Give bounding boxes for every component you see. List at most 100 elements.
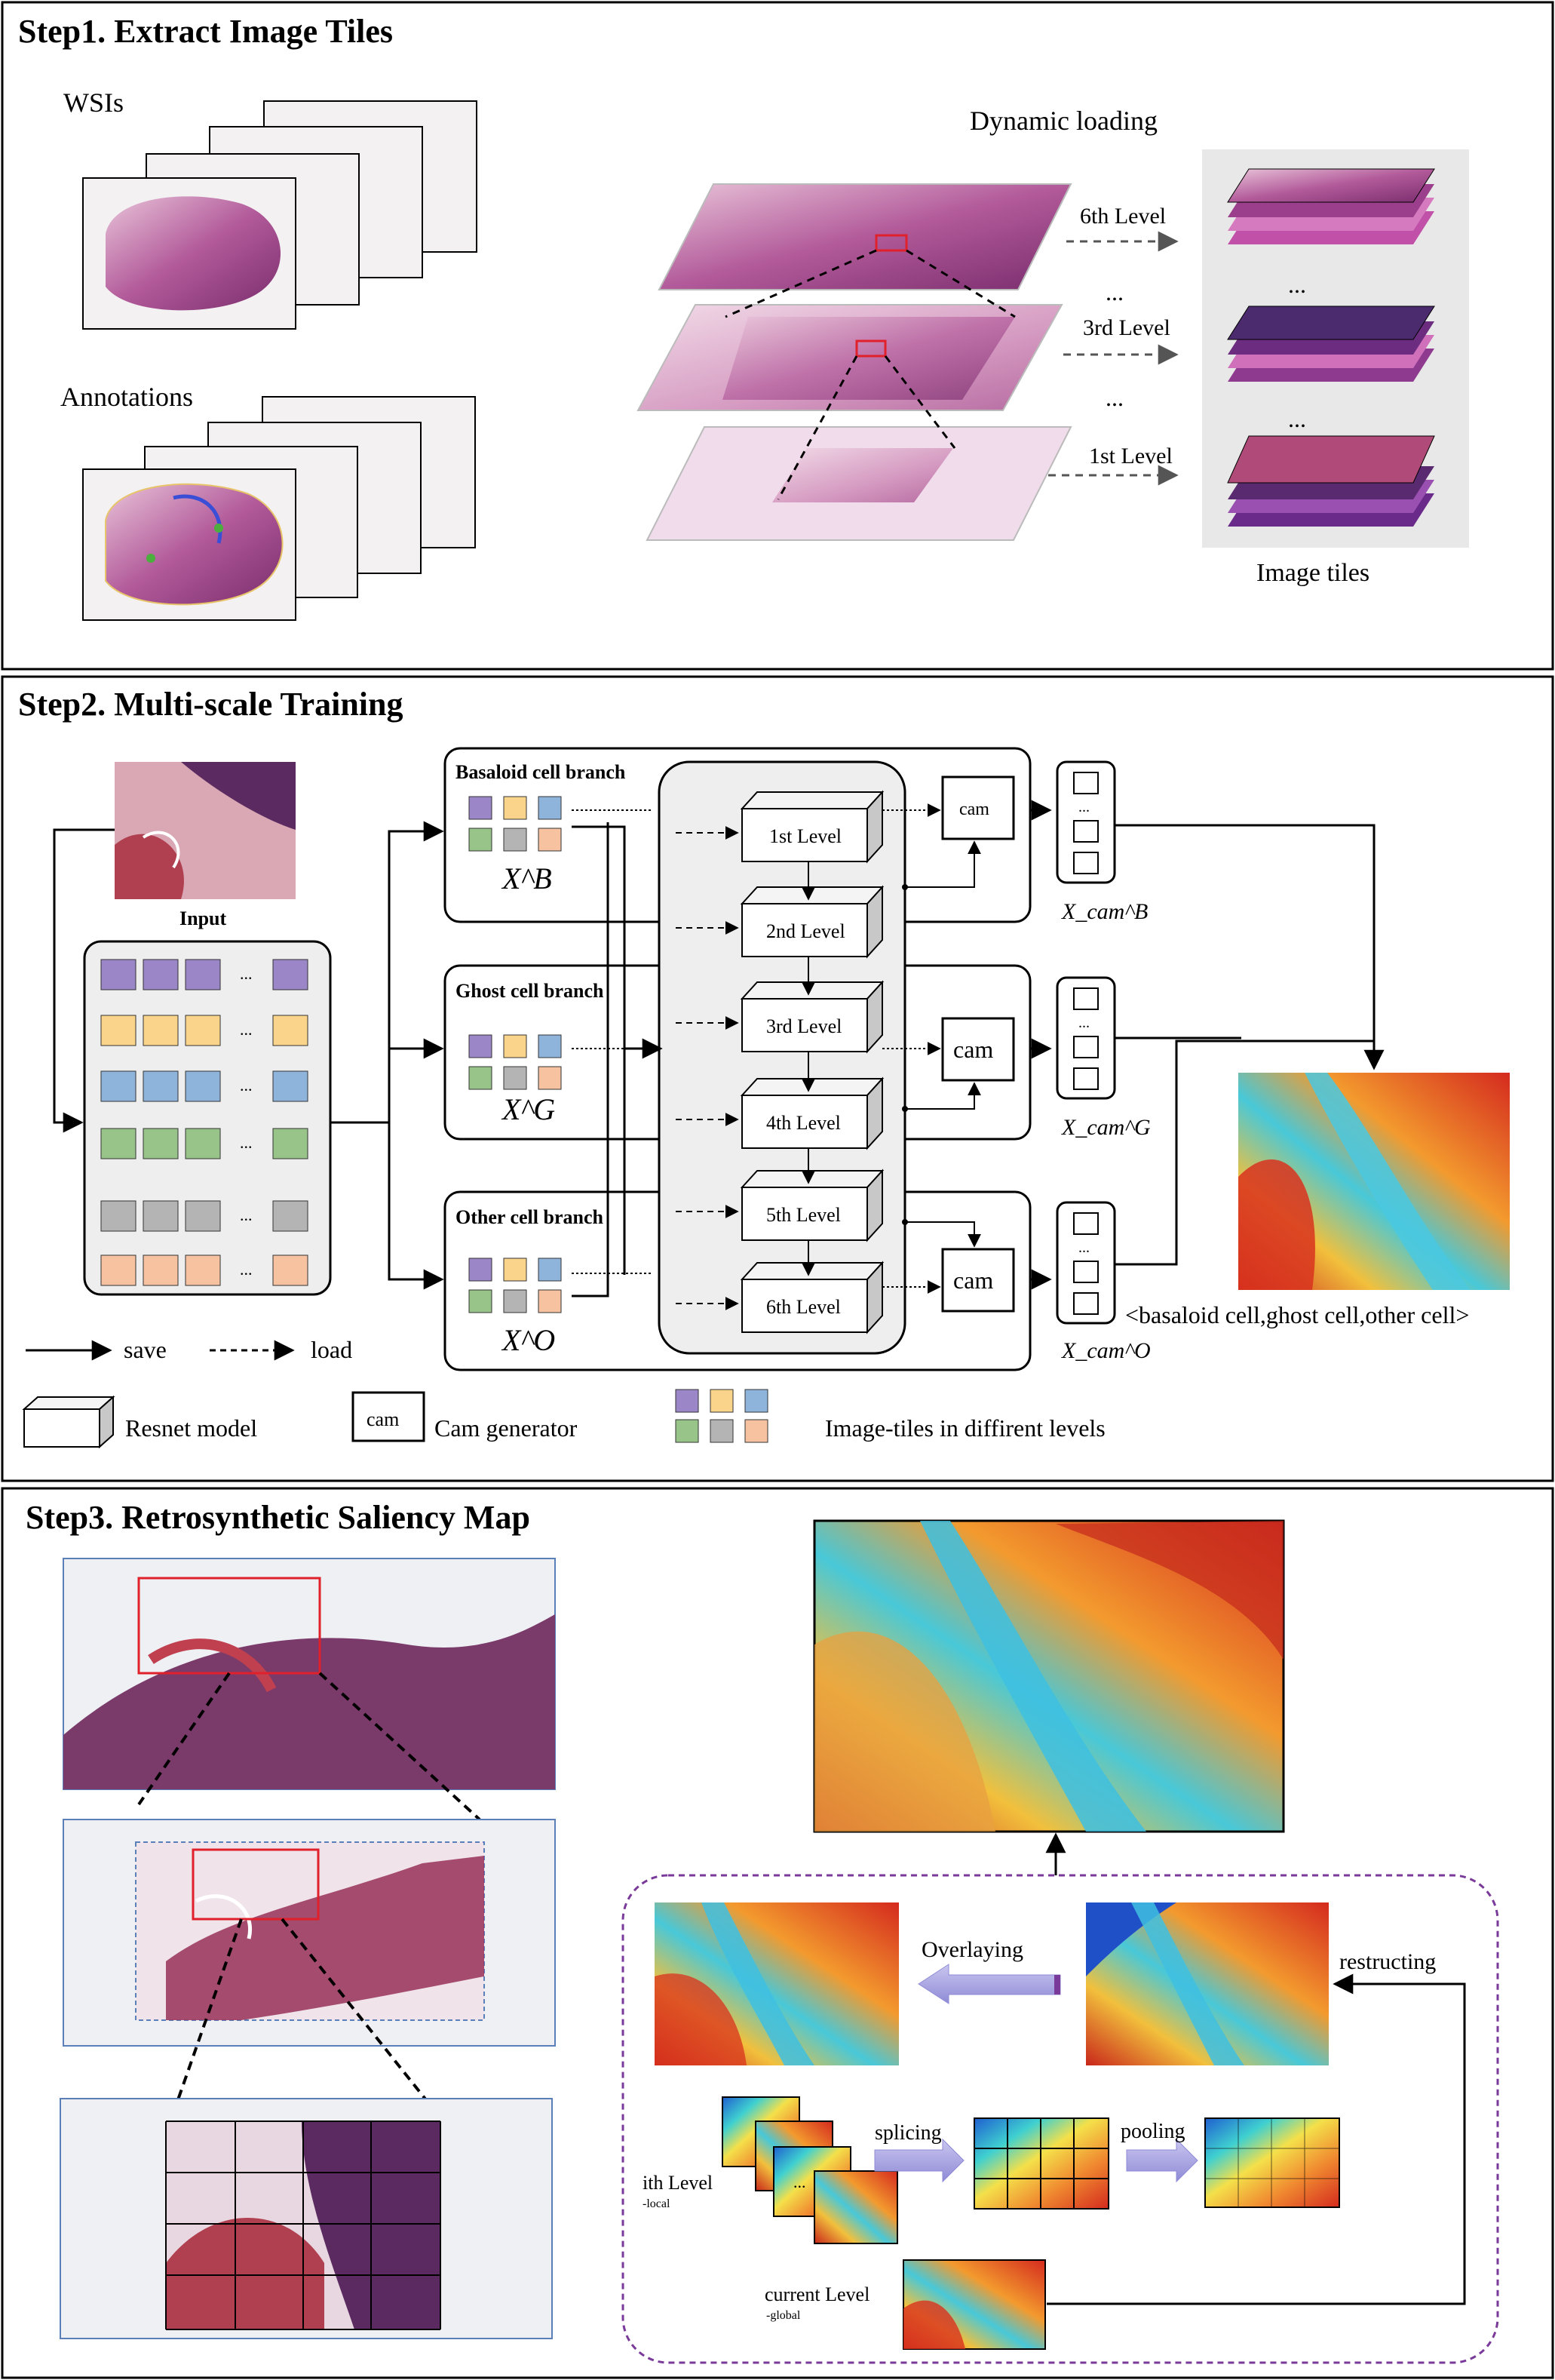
cam-label-ghost: cam bbox=[953, 1036, 993, 1063]
step2-title: Step2. Multi-scale Training bbox=[18, 686, 403, 723]
wsi-view-top bbox=[63, 1558, 556, 1790]
legend-cam-generator-label: Cam generator bbox=[434, 1414, 578, 1442]
pyramid-ellipsis-1: ... bbox=[1106, 278, 1124, 306]
grid-ellipsis-2: ... bbox=[240, 1020, 253, 1039]
xb-label: X^B bbox=[501, 861, 552, 895]
step1-title: Step1. Extract Image Tiles bbox=[18, 13, 393, 50]
pyramid-ellipsis-2: ... bbox=[1106, 384, 1124, 411]
pooled-map bbox=[1204, 2117, 1340, 2208]
grid-to-basaloid-arrow bbox=[330, 821, 444, 1124]
level6-label: 6th Level bbox=[1080, 204, 1166, 229]
ghost-branch-label: Ghost cell branch bbox=[455, 980, 604, 1002]
global-label: -global bbox=[766, 2309, 801, 2322]
wsi-view-bottom bbox=[60, 2098, 553, 2339]
input-to-grid-arrow bbox=[53, 828, 115, 1133]
tiles-ellipsis-1: ... bbox=[1288, 271, 1306, 298]
output-caption: <basaloid cell,ghost cell,other cell> bbox=[1125, 1301, 1469, 1328]
zoom-line-2a bbox=[169, 1918, 243, 2122]
pooling-arrow bbox=[1126, 2138, 1198, 2183]
basaloid-tiles bbox=[468, 796, 562, 852]
step1-panel bbox=[1, 1, 1554, 671]
xcam-b-to-output bbox=[1115, 824, 1385, 1070]
pooling-label: pooling bbox=[1121, 2120, 1185, 2143]
grid-ellipsis-4: ... bbox=[240, 1133, 253, 1152]
xcam-g-label: X_cam^G bbox=[1061, 1115, 1151, 1140]
ith-level-label: ith Level bbox=[643, 2172, 713, 2194]
reconstruction-container bbox=[621, 1874, 1499, 2364]
overlaying-label: Overlaying bbox=[922, 1937, 1023, 1962]
grid-ellipsis-1: ... bbox=[240, 964, 253, 983]
legend-resnet-icon bbox=[22, 1395, 115, 1449]
image-tiles-stacks bbox=[1227, 168, 1435, 527]
wsi-stack bbox=[82, 100, 477, 330]
output-heatmap bbox=[1238, 1073, 1510, 1290]
input-tile-rows bbox=[100, 959, 308, 1286]
level-2-label: 2nd Level bbox=[766, 920, 845, 942]
splicing-arrow bbox=[874, 2138, 965, 2183]
current-level-label: current Level bbox=[765, 2283, 870, 2305]
annotations-label: Annotations bbox=[60, 382, 193, 412]
xcam-ellipsis-b: ... bbox=[1078, 799, 1090, 815]
cam-box-basaloid bbox=[941, 775, 1015, 840]
xcam-b-label: X_cam^B bbox=[1061, 899, 1148, 924]
legend-load-label: load bbox=[311, 1336, 352, 1363]
basaloid-branch-label: Basaloid cell branch bbox=[455, 761, 626, 783]
legend-tiles-icon bbox=[675, 1389, 768, 1443]
overlaid-map bbox=[655, 1902, 899, 2065]
level3-label: 3rd Level bbox=[1083, 315, 1170, 340]
annotation-stack bbox=[82, 396, 476, 621]
level-to-cam-links bbox=[882, 803, 981, 1294]
grid-ellipsis-5: ... bbox=[240, 1205, 253, 1224]
xcam-o-label: X_cam^O bbox=[1061, 1338, 1151, 1363]
input-label: Input bbox=[179, 907, 226, 929]
overlaying-arrow bbox=[918, 1964, 1061, 2004]
cam-label-basaloid: cam bbox=[959, 800, 989, 819]
other-branch-label: Other cell branch bbox=[455, 1206, 603, 1228]
step3-panel bbox=[1, 1487, 1554, 2379]
local-stack-ellipsis: ... bbox=[793, 2173, 806, 2191]
cam-label-other: cam bbox=[953, 1267, 993, 1294]
local-label: -local bbox=[643, 2197, 670, 2210]
level-1-label: 1st Level bbox=[769, 825, 842, 847]
level1-label: 1st Level bbox=[1089, 444, 1173, 468]
level-4-label: 4th Level bbox=[766, 1112, 841, 1134]
zoom-line-1a bbox=[137, 1672, 231, 1806]
wsis-label: WSIs bbox=[63, 88, 124, 118]
other-solid-link bbox=[572, 822, 609, 1297]
wsi-view-middle bbox=[63, 1819, 556, 2047]
legend-cam-box bbox=[351, 1391, 425, 1442]
level-5-label: 5th Level bbox=[766, 1204, 841, 1226]
dynamic-loading-label: Dynamic loading bbox=[970, 106, 1158, 136]
cam-box-ghost bbox=[941, 1017, 1015, 1082]
other-tiles bbox=[468, 1258, 562, 1313]
pyramid-levels bbox=[636, 183, 1072, 541]
input-image bbox=[115, 762, 296, 899]
xg-label: X^G bbox=[501, 1092, 555, 1126]
junction-dot-2 bbox=[902, 1106, 908, 1112]
legend-tiles-label: Image-tiles in diffirent levels bbox=[825, 1414, 1106, 1442]
final-saliency-map bbox=[813, 1519, 1285, 1833]
cam-box-other bbox=[941, 1248, 1015, 1313]
junction-dot-1 bbox=[902, 884, 908, 890]
level-3-label: 3rd Level bbox=[766, 1015, 842, 1037]
step3-title: Step3. Retrosynthetic Saliency Map bbox=[26, 1499, 530, 1536]
xcam-ellipsis-g: ... bbox=[1078, 1015, 1090, 1031]
grid-ellipsis-6: ... bbox=[240, 1260, 253, 1279]
resnet-level-boxes bbox=[740, 790, 885, 1334]
xcam-ellipsis-o: ... bbox=[1078, 1239, 1090, 1256]
junction-dot-3 bbox=[902, 1219, 908, 1225]
legend-save-label: save bbox=[124, 1336, 167, 1363]
level-6-label: 6th Level bbox=[766, 1296, 841, 1318]
ghost-tiles bbox=[468, 1034, 562, 1090]
basaloid-solid-link bbox=[572, 825, 626, 1275]
step2-panel bbox=[1, 675, 1554, 1482]
xo-label: X^O bbox=[501, 1323, 555, 1357]
zoom-line-1b bbox=[318, 1672, 481, 1821]
legend-resnet-label: Resnet model bbox=[125, 1414, 257, 1442]
tiles-ellipsis-2: ... bbox=[1288, 405, 1306, 432]
legend-cam-box-label: cam bbox=[367, 1408, 399, 1430]
grid-ellipsis-3: ... bbox=[240, 1076, 253, 1095]
global-cam-map bbox=[903, 2259, 1046, 2350]
restructing-feedback-arrow bbox=[1047, 1973, 1466, 2305]
